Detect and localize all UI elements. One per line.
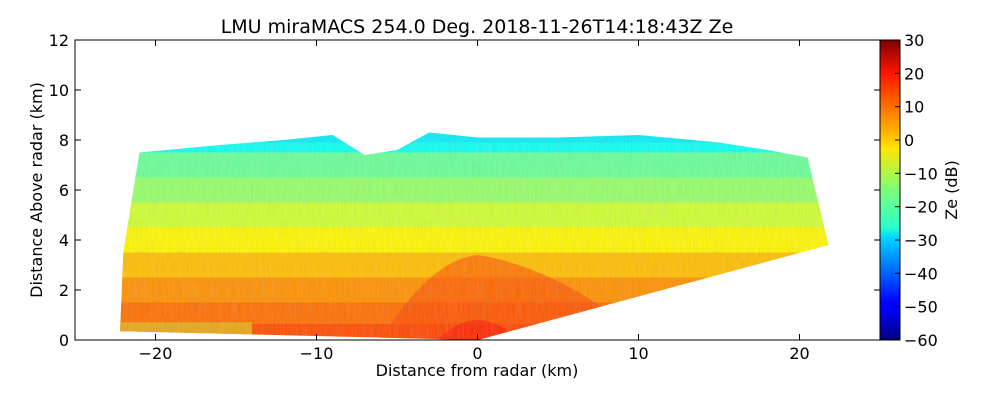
x-tick-label: −10 [300,344,334,363]
x-tick-label: −20 [139,344,173,363]
y-tick-label: 6 [59,181,69,200]
colorbar-tick-label: −20 [904,198,938,217]
colorbar-tick-label: −60 [904,331,938,350]
colorbar-ticks: 30 20 10 0 −10 −20 −30 −40 −50 −60 [895,31,938,350]
chart-title: LMU miraMACS 254.0 Deg. 2018-11-26T14:18… [221,16,734,38]
y-tick-label: 0 [59,331,69,350]
colorbar-frame [879,39,901,341]
colorbar-tick-label: 30 [904,31,924,50]
colorbar: 30 20 10 0 −10 −20 −30 −40 −50 −60 [879,31,938,350]
plot-area: −20 −10 0 10 20 0 2 4 6 8 10 12 [49,31,881,363]
y-tick-label: 2 [59,281,69,300]
y-tick-label: 10 [49,81,69,100]
colorbar-tick-label: −40 [904,264,938,283]
x-axis: −20 −10 0 10 20 [139,40,810,363]
colorbar-tick-label: −10 [904,164,938,183]
colorbar-tick-label: 20 [904,64,924,83]
colorbar-tick-label: 0 [904,131,914,150]
reflectivity-field [120,132,829,340]
x-tick-label: 20 [789,344,809,363]
colorbar-gradient [880,40,900,340]
colorbar-tick-label: −30 [904,231,938,250]
y-tick-label: 12 [49,31,69,50]
x-tick-label: 10 [628,344,648,363]
colorbar-label: Ze (dB) [942,160,961,220]
colorbar-tick-label: −50 [904,298,938,317]
y-axis: 0 2 4 6 8 10 12 [49,31,880,350]
y-axis-label: Distance Above radar (km) [27,82,46,298]
x-tick-label: 0 [472,344,482,363]
y-tick-label: 4 [59,231,69,250]
colorbar-tick-label: 10 [904,98,924,117]
y-tick-label: 8 [59,131,69,150]
x-axis-label: Distance from radar (km) [376,361,579,380]
